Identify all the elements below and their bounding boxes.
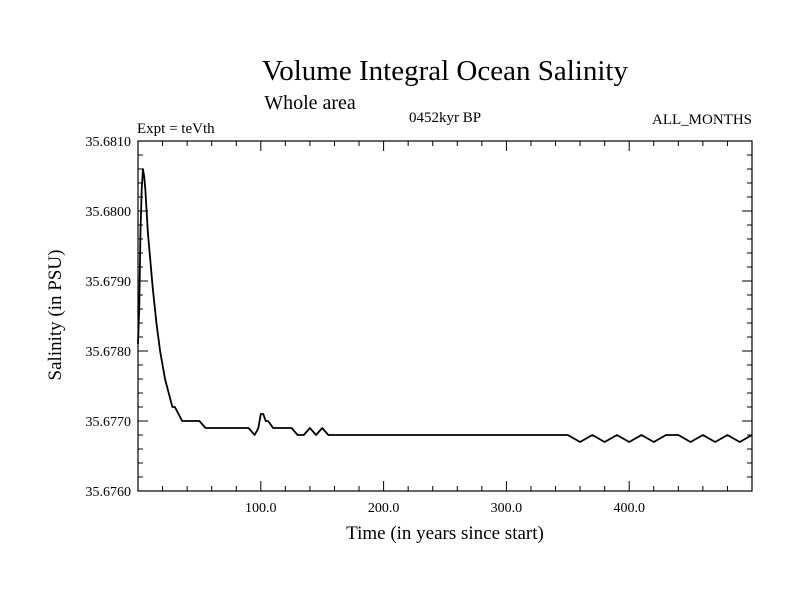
x-tick-label: 300.0 <box>491 501 523 516</box>
months-label: ALL_MONTHS <box>652 112 752 128</box>
y-tick-label: 35.6760 <box>86 485 132 500</box>
period-label: 0452kyr BP <box>409 110 481 126</box>
chart-subtitle: Whole area <box>264 92 356 114</box>
axes <box>137 140 753 492</box>
x-axis-label: Time (in years since start) <box>346 523 544 544</box>
y-tick-label: 35.6780 <box>86 345 132 360</box>
experiment-label: Expt = teVth <box>137 121 215 137</box>
plot-frame <box>137 140 753 492</box>
series-line <box>137 168 753 443</box>
tick-labels: 100.0 200.0 300.0 400.0 35.6760 35.6770 35.678… <box>86 135 645 516</box>
y-tick-label: 35.6800 <box>86 205 132 220</box>
x-tick-label: 400.0 <box>613 501 645 516</box>
y-tick-label: 35.6790 <box>86 275 132 290</box>
chart-title: Volume Integral Ocean Salinity <box>262 55 628 87</box>
x-tick-label: 100.0 <box>245 501 277 516</box>
x-tick-label: 200.0 <box>368 501 400 516</box>
y-tick-label: 35.6810 <box>86 135 132 150</box>
y-axis-label: Salinity (in PSU) <box>45 250 66 381</box>
y-tick-label: 35.6770 <box>86 415 132 430</box>
